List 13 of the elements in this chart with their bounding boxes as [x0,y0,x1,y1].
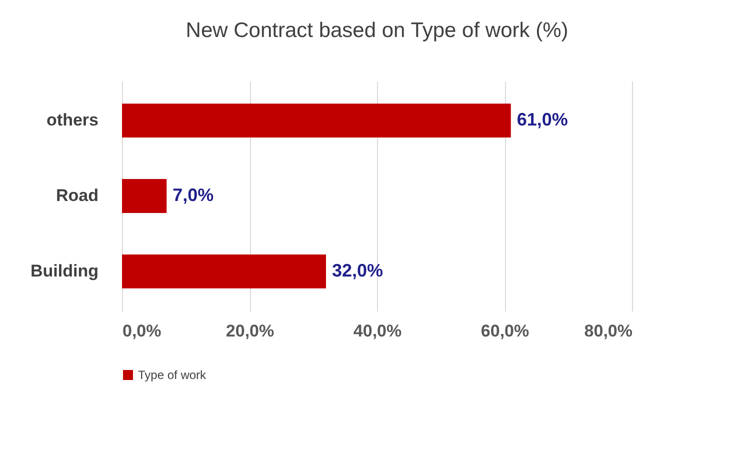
x-tick-label: 40,0% [353,322,402,340]
x-tick-label: 0,0% [122,322,162,340]
x-tick-label: 20,0% [226,322,274,340]
x-tick-label: 80,0% [584,322,632,340]
x-tick-label: 60,0% [480,322,530,340]
data-label: 32,0% [332,260,384,280]
y-tick-label: Building [30,261,98,280]
data-label: 61,0% [516,110,568,130]
data-label: 7,0% [172,185,214,205]
legend-label: Type of work [138,368,208,382]
y-tick-label: others [46,110,98,130]
chart-title: New Contract based on Type of work (%) [186,19,568,42]
y-tick-label: Road [56,186,98,205]
